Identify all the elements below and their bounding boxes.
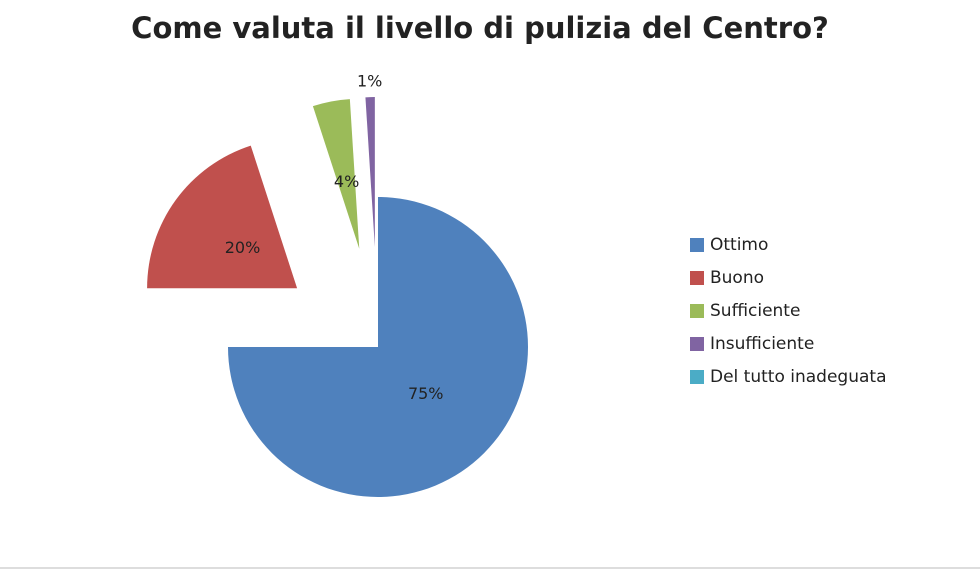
pie-slice [147,145,298,289]
legend-swatch [690,271,704,285]
pie-slice [228,197,528,497]
pie-slice [312,99,360,249]
legend-label: Ottimo [710,235,768,255]
legend-label: Del tutto inadeguata [710,367,886,387]
data-label: 75% [408,384,444,403]
data-label: 1% [357,72,382,91]
legend-swatch [690,238,704,252]
data-label: 20% [225,238,261,257]
legend-label: Buono [710,268,764,288]
pie-slice [365,97,375,248]
data-label: 4% [334,172,359,191]
legend-swatch [690,337,704,351]
legend-label: Sufficiente [710,301,800,321]
legend-swatch [690,304,704,318]
chart-title: Come valuta il livello di pulizia del Ce… [131,11,829,45]
legend-label: Insufficiente [710,334,814,354]
legend-swatch [690,370,704,384]
